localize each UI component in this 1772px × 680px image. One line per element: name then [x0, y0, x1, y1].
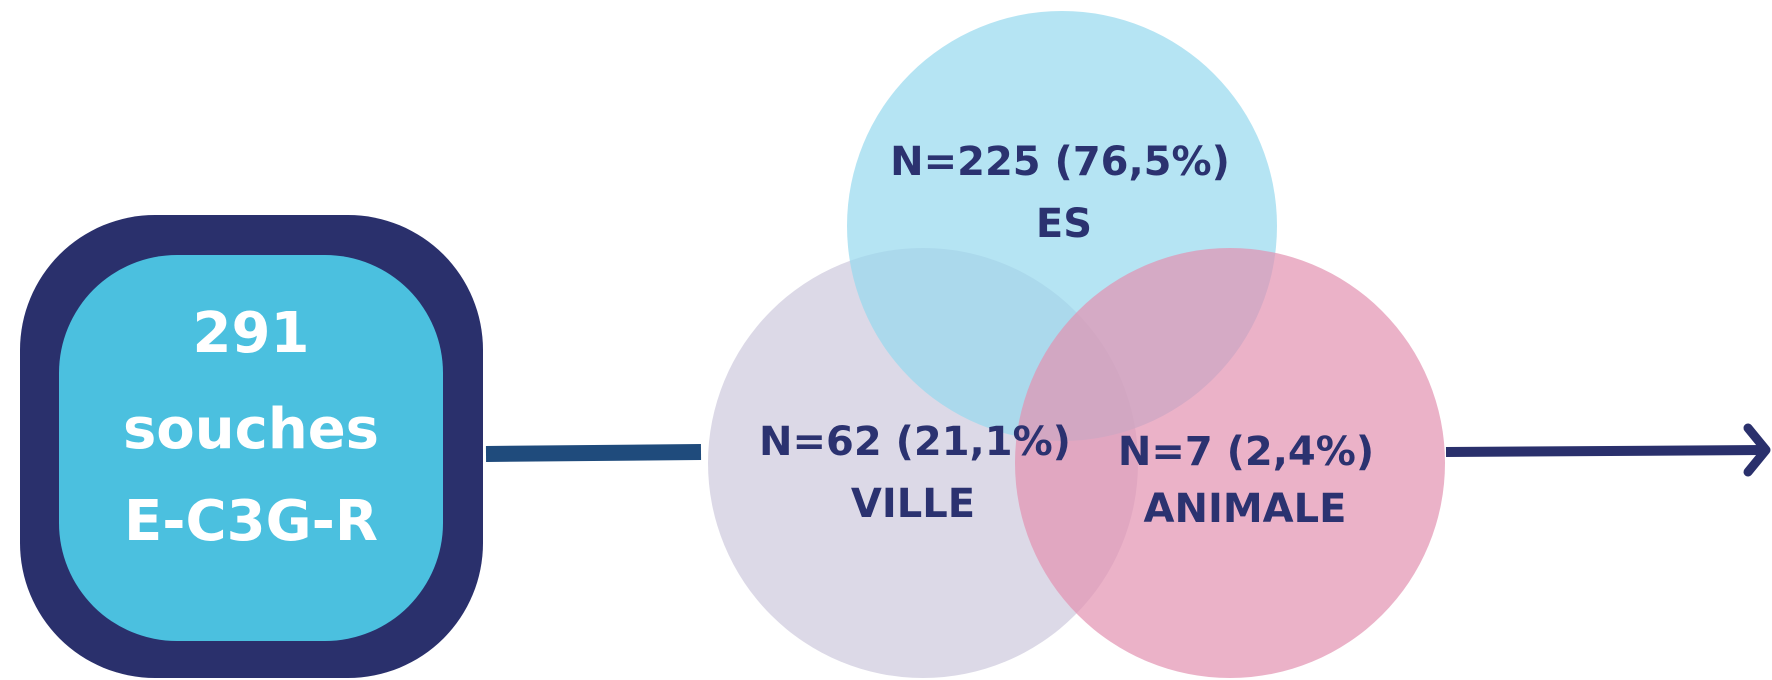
- arrow-line: [1445, 445, 1765, 457]
- group-count: N=62 (21,1%): [759, 419, 1071, 465]
- circle-animale: [1015, 248, 1445, 678]
- group-label: VILLE: [851, 481, 975, 527]
- box-line: 291: [193, 301, 310, 366]
- arrow-head: [1743, 423, 1771, 477]
- group-label: ES: [1036, 201, 1092, 247]
- group-count: N=225 (76,5%): [890, 139, 1230, 185]
- box-line: souches: [123, 397, 379, 462]
- box-line: E-C3G-R: [124, 489, 378, 554]
- group-label: ANIMALE: [1144, 486, 1347, 532]
- inner-box: [59, 255, 443, 641]
- connector: [485, 444, 702, 462]
- group-count: N=7 (2,4%): [1118, 429, 1374, 475]
